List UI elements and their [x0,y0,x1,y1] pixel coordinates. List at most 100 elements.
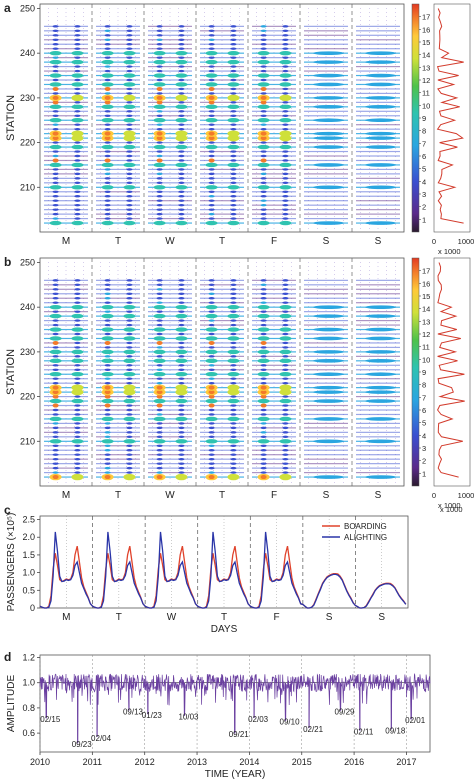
peak-blob-morning [257,439,270,444]
peak-core [156,100,163,105]
peak-blob-evening [227,358,240,364]
peak-blob-morning [49,327,62,332]
peak-blob-morning [153,59,166,65]
weekend-band [313,372,345,377]
colorbar-tick-label: 9 [422,114,426,123]
peak-blob-morning [101,439,114,444]
station-streak [148,284,192,286]
peak-blob-morning [52,283,59,287]
station-streak [252,217,296,220]
station-streak [356,70,400,72]
station-streak [356,284,400,286]
peak-blob-evening [178,449,185,452]
peak-blob-morning [260,466,267,470]
station-streak [96,119,140,121]
day-label: T [221,612,227,623]
peak-blob-evening [74,87,81,91]
station-streak [304,92,348,95]
peak-blob-morning [257,358,270,364]
peak-blob-morning [52,65,59,68]
station-streak [148,319,192,322]
peak-blob-morning [208,47,215,50]
station-streak [200,319,244,322]
station-streak [44,57,88,59]
colorbar-tick-label: 12 [422,330,430,339]
station-streak [304,200,348,202]
peak-blob-evening [279,384,292,391]
holiday-label: 09/21 [229,730,250,739]
peak-blob-evening [178,47,185,50]
station-streak [148,57,192,59]
peak-blob-evening [178,444,185,447]
peak-blob-morning [104,297,111,300]
peak-blob-morning [260,457,267,461]
peak-blob-evening [178,462,185,465]
peak-blob-evening [74,404,81,407]
station-streak [200,39,244,41]
station-streak [148,440,192,442]
peak-blob-morning [208,355,215,358]
peak-blob-evening [282,426,289,430]
peak-blob-evening [282,141,289,144]
peak-blob-morning [156,203,163,207]
peak-blob-evening [175,134,188,142]
station-streak [356,431,400,433]
peak-blob-evening [126,332,133,336]
station-streak [304,195,348,197]
peak-blob-morning [260,92,267,95]
colorbar-tick-label: 16 [422,25,430,34]
station-streak [148,133,192,135]
station-streak [304,213,348,215]
peak-blob-morning [260,29,267,33]
peak-blob-evening [123,388,136,396]
peak-blob-morning [257,82,270,87]
peak-blob-evening [71,59,84,65]
peak-blob-evening [71,162,84,168]
station-streak [200,97,244,99]
peak-core [260,95,267,100]
station-streak [200,48,244,50]
peak-blob-morning [205,349,218,355]
station-streak [304,342,348,344]
peak-blob-evening [230,444,237,447]
station-streak [304,449,348,451]
station-streak [252,204,296,206]
weekend-band [313,359,345,363]
station-streak [44,177,88,179]
peak-blob-evening [178,346,185,349]
peak-blob-morning [153,372,166,377]
colorbar-tick-label: 1 [422,469,426,478]
peak-blob-evening [282,150,289,153]
weekend-band [365,185,397,190]
colorbar-tick-label: 5 [422,419,426,428]
weekend-band [313,385,345,390]
peak-blob-morning [49,50,62,56]
peak-blob-morning [208,38,215,41]
station-streak [356,101,400,103]
peak-blob-evening [74,395,81,398]
station-streak [200,436,244,438]
peak-core [208,390,215,395]
station-streak [252,476,296,478]
peak-blob-morning [260,346,267,349]
peak-blob-morning [104,168,111,171]
peak-blob-morning [104,279,111,282]
peak-blob-morning [260,181,267,185]
peak-blob-evening [279,118,292,123]
peak-core [208,131,215,136]
peak-blob-morning [205,398,218,404]
peak-blob-evening [178,154,185,158]
station-streak [200,25,244,27]
peak-blob-morning [156,377,163,380]
station-streak [148,306,192,308]
peak-blob-morning [257,104,270,110]
peak-blob-evening [178,457,185,461]
station-streak [252,200,296,202]
station-streak [252,92,296,95]
colorbar-tick-label: 2 [422,203,426,212]
peak-core [104,86,111,91]
peak-blob-evening [282,471,289,474]
peak-blob-evening [74,292,81,295]
peak-blob-morning [208,435,215,439]
holiday-label: 02/01 [405,716,426,725]
